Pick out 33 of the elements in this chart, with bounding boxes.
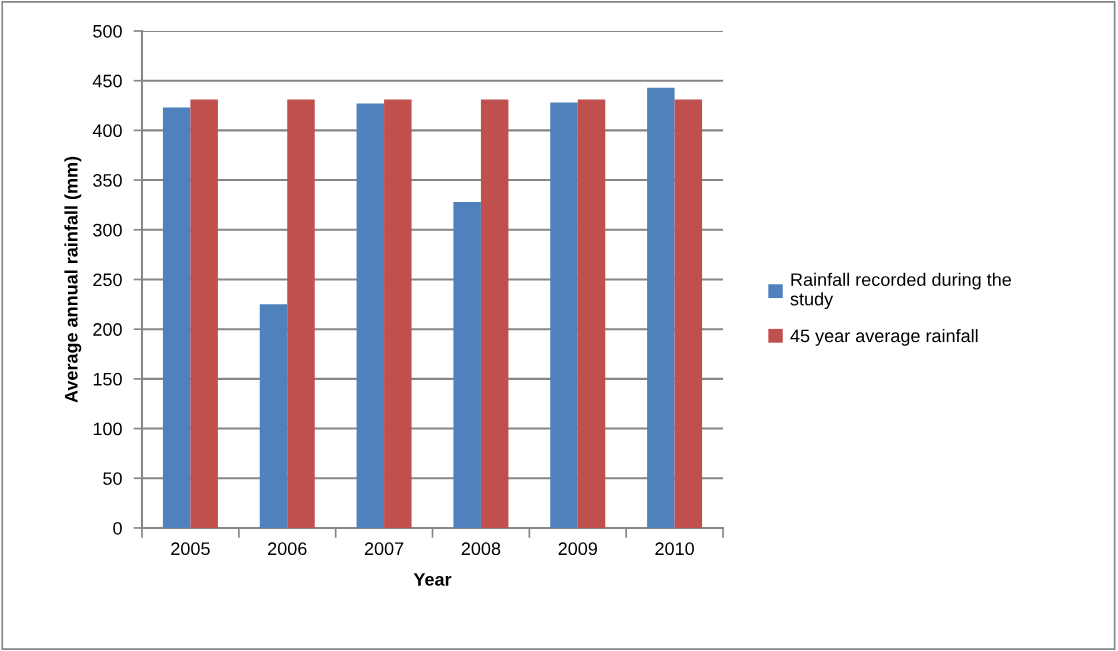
bar [190,99,218,528]
bar [674,99,703,528]
x-tick-label: 2007 [364,542,404,556]
y-tick-label: 400 [92,124,122,138]
bar [647,87,675,528]
x-axis-title: Year [413,573,452,586]
y-tick-label: 150 [93,372,122,386]
y-tick-label: 0 [113,521,122,535]
bar [384,99,412,528]
y-tick-label: 300 [93,223,122,237]
y-tick-label: 350 [93,174,122,187]
bar [162,107,191,528]
bar [356,103,385,528]
bar [287,99,315,528]
y-tick-label: 200 [93,323,122,336]
bar [577,99,606,528]
y-tick-label: 250 [93,273,122,287]
x-tick-label: 2008 [461,542,501,556]
legend-label: 45 year average rainfall [790,329,978,346]
y-tick-label: 500 [93,24,122,38]
bar [550,102,578,528]
y-tick-label: 450 [92,74,122,88]
x-tick-label: 2005 [171,542,210,556]
x-tick-label: 2009 [558,542,597,556]
x-tick-label: 2010 [655,542,694,556]
bar [480,99,509,528]
x-tick-label: 2006 [268,542,307,556]
y-tick-label: 50 [103,472,122,485]
bar [453,201,481,528]
y-axis-title: Average annual rainfall (mm) [64,156,82,403]
legend-label: Rainfall recorded during the study [790,272,1011,310]
y-tick-label: 100 [93,422,122,436]
bar [259,304,288,528]
